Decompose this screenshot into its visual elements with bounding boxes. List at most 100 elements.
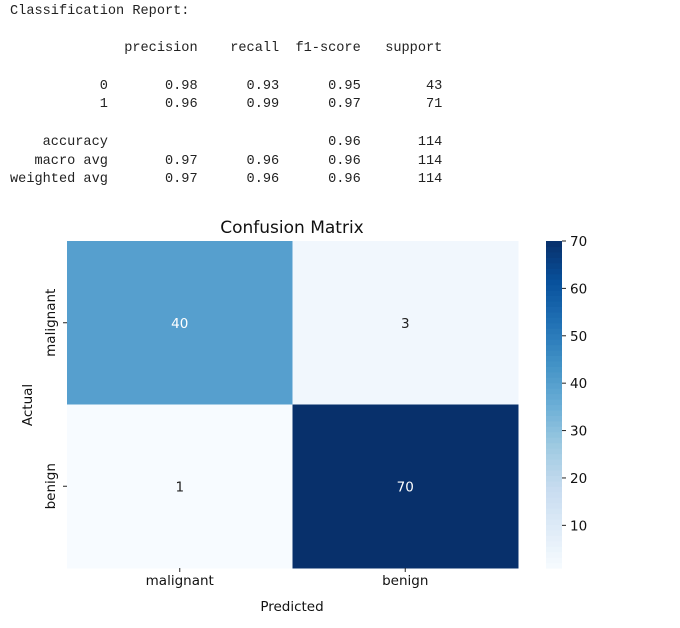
colorbar-segment <box>546 491 562 498</box>
x-axis-label: Predicted <box>260 599 323 615</box>
report-row-label: 1 <box>99 97 108 113</box>
colorbar-segment <box>546 415 562 422</box>
colorbar-segment <box>546 513 562 520</box>
report-row: 1 0.96 0.99 0.97 71 <box>10 96 443 115</box>
report-title: Classification Report: <box>10 4 190 19</box>
colorbar-segment <box>546 388 562 395</box>
colorbar-segment <box>546 328 562 335</box>
colorbar-segment <box>546 426 562 433</box>
colorbar-segment <box>546 317 562 324</box>
report-cell: 0.97 <box>164 172 198 188</box>
colorbar-segment <box>546 306 562 313</box>
colorbar-segment <box>546 355 562 362</box>
report-cell: 43 <box>425 78 443 94</box>
colorbar-segment <box>546 497 562 504</box>
colorbar-segment <box>546 464 562 471</box>
report-cell: 114 <box>417 134 443 150</box>
report-cell: 114 <box>417 172 443 188</box>
report-row: weighted avg 0.97 0.96 0.96 114 <box>10 171 442 190</box>
colorbar-segment <box>546 399 562 406</box>
colorbar-segment <box>546 382 562 389</box>
colorbar-segment <box>546 431 562 438</box>
colorbar-segment <box>546 371 562 378</box>
colorbar-segment <box>546 480 562 487</box>
report-cell: 0.93 <box>246 78 280 94</box>
colorbar-segment <box>546 393 562 400</box>
colorbar-segment <box>546 262 562 269</box>
colorbar-segment <box>546 551 562 558</box>
report-header-recall: recall <box>230 41 280 57</box>
report-header-precision: precision <box>124 41 198 57</box>
cell-value-label: 1 <box>175 479 184 495</box>
colorbar-segment <box>546 524 562 531</box>
colorbar-segment <box>546 300 562 307</box>
colorbar-segment <box>546 295 562 302</box>
report-cell: 0.97 <box>328 97 361 113</box>
report-cell: 0.99 <box>246 97 280 113</box>
report-cell: 0.96 <box>328 134 361 150</box>
colorbar-segment <box>546 241 562 248</box>
y-axis-label: Actual <box>20 384 36 426</box>
colorbar-segment <box>546 540 562 547</box>
report-cell: 0.96 <box>246 172 280 188</box>
report-header-row: precision recall f1-score support <box>10 40 442 59</box>
colorbar-tick-label: 50 <box>570 329 587 345</box>
chart-title: Confusion Matrix <box>220 218 364 238</box>
heatmap-cell <box>292 404 519 569</box>
colorbar-segment <box>546 251 562 258</box>
colorbar-segment <box>546 437 562 444</box>
colorbar-segment <box>546 284 562 291</box>
colorbar-segment <box>546 409 562 416</box>
colorbar-segment <box>546 377 562 384</box>
heatmap-cell <box>292 241 519 405</box>
report-row: macro avg 0.97 0.96 0.96 114 <box>10 153 442 172</box>
report-row-label: accuracy <box>42 134 108 150</box>
colorbar-segment <box>546 459 562 466</box>
y-tick-label: benign <box>43 463 59 509</box>
colorbar-segment <box>546 339 562 346</box>
colorbar-tick-label: 40 <box>570 376 587 392</box>
colorbar-segment <box>546 290 562 297</box>
x-tick-label: malignant <box>146 573 214 589</box>
colorbar-segment <box>546 502 562 509</box>
colorbar-segment <box>546 268 562 275</box>
colorbar-segment <box>546 420 562 427</box>
report-cell: 0.95 <box>328 78 361 94</box>
report-row-label: macro avg <box>34 153 108 169</box>
classification-report: Classification Report: precision recall f1… <box>10 3 442 190</box>
colorbar-segment <box>546 344 562 351</box>
colorbar-segment <box>546 475 562 482</box>
report-cell: 0.96 <box>328 172 361 188</box>
report-cell: 114 <box>417 153 443 169</box>
report-cell: 0.97 <box>164 153 198 169</box>
x-tick-label: benign <box>382 573 428 589</box>
colorbar-tick-label: 60 <box>570 281 587 297</box>
colorbar-segment <box>546 562 562 569</box>
report-row-label: 0 <box>99 78 108 94</box>
colorbar-segment <box>546 257 562 264</box>
cell-value-label: 70 <box>397 479 414 495</box>
colorbar-tick-label: 70 <box>570 234 587 250</box>
colorbar-segment <box>546 366 562 373</box>
colorbar-segment <box>546 448 562 455</box>
colorbar-segment <box>546 486 562 493</box>
report-row-label: weighted avg <box>10 172 108 188</box>
colorbar-tick-label: 10 <box>570 518 587 534</box>
cell-value-label: 3 <box>401 316 410 332</box>
colorbar-segment <box>546 508 562 515</box>
colorbar-segment <box>546 518 562 525</box>
heatmap-cell <box>67 404 293 569</box>
colorbar-segment <box>546 529 562 536</box>
colorbar-segment <box>546 333 562 340</box>
colorbar-segment <box>546 535 562 542</box>
colorbar-tick-label: 20 <box>570 471 587 487</box>
report-row: 0 0.98 0.93 0.95 43 <box>10 78 443 97</box>
report-cell: 71 <box>425 97 443 113</box>
report-header-f1-score: f1-score <box>295 41 361 57</box>
colorbar-segment <box>546 557 562 564</box>
colorbar-segment <box>546 350 562 357</box>
report-cell: 0.96 <box>246 153 280 169</box>
colorbar-segment <box>546 322 562 329</box>
report-header-support: support <box>385 41 443 57</box>
